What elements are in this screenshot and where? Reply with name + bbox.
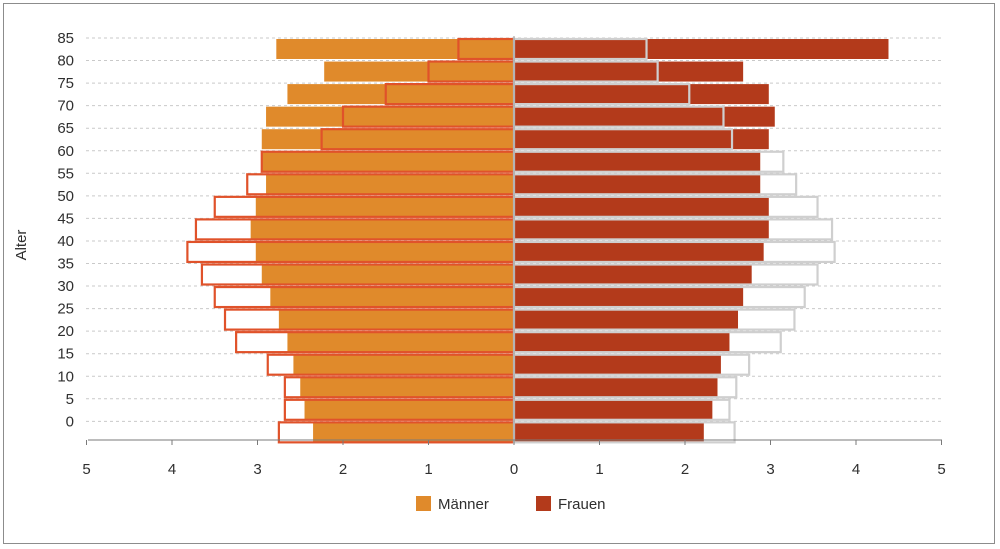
bar-maenner — [255, 241, 515, 262]
bar-maenner — [278, 309, 514, 330]
y-tick-label: 20 — [57, 323, 74, 340]
x-tick-label: 5 — [82, 461, 90, 478]
bar-frauen — [514, 264, 752, 285]
bar-frauen — [514, 196, 769, 217]
bar-maenner — [304, 399, 514, 420]
bar-frauen — [514, 174, 761, 195]
bar-frauen — [514, 287, 744, 308]
bar-frauen — [514, 39, 889, 59]
y-tick-label: 10 — [57, 368, 74, 385]
x-tick-label: 4 — [852, 461, 860, 478]
bar-frauen — [514, 354, 721, 375]
bar-frauen — [514, 61, 744, 82]
bar-maenner — [261, 151, 514, 172]
y-tick-label: 40 — [57, 233, 74, 250]
bar-frauen — [514, 422, 704, 443]
bar-frauen — [514, 377, 718, 398]
bar-frauen — [514, 84, 769, 105]
x-tick-label: 1 — [595, 461, 603, 478]
legend-label: Männer — [438, 496, 489, 513]
y-tick-label: 75 — [57, 75, 74, 92]
y-tick-label: 80 — [57, 53, 74, 70]
bars — [250, 39, 889, 443]
y-tick-label: 45 — [57, 210, 74, 227]
x-tick-label: 3 — [766, 461, 774, 478]
bar-maenner — [266, 106, 514, 127]
y-tick-label: 30 — [57, 278, 74, 295]
y-tick-label: 60 — [57, 143, 74, 160]
legend-swatch — [416, 496, 431, 511]
bar-maenner — [255, 196, 515, 217]
x-tick-label: 3 — [253, 461, 261, 478]
bar-frauen — [514, 219, 769, 240]
axes: 8580757065605550454035302520151050Alter5… — [13, 30, 946, 478]
x-tick-label: 0 — [510, 461, 518, 478]
y-tick-label: 55 — [57, 165, 74, 182]
y-tick-label: 50 — [57, 188, 74, 205]
bar-maenner — [261, 129, 514, 150]
bar-maenner — [287, 332, 514, 353]
bar-maenner — [266, 174, 514, 195]
bar-maenner — [313, 422, 514, 443]
y-tick-label: 70 — [57, 98, 74, 115]
x-tick-label: 4 — [168, 461, 176, 478]
y-tick-label: 5 — [66, 391, 74, 408]
y-axis-title: Alter — [13, 230, 30, 261]
bar-frauen — [514, 399, 713, 420]
x-tick-label: 2 — [681, 461, 689, 478]
x-tick-label: 1 — [424, 461, 432, 478]
bar-maenner — [250, 219, 514, 240]
bar-frauen — [514, 106, 775, 127]
bar-maenner — [276, 39, 514, 59]
bar-maenner — [293, 354, 514, 375]
bar-maenner — [300, 377, 514, 398]
bar-maenner — [287, 84, 514, 105]
bar-maenner — [261, 264, 514, 285]
bar-frauen — [514, 332, 730, 353]
bar-frauen — [514, 129, 769, 150]
y-tick-label: 25 — [57, 301, 74, 318]
x-tick-label: 5 — [937, 461, 945, 478]
y-tick-label: 15 — [57, 346, 74, 363]
bar-frauen — [514, 241, 764, 262]
y-tick-label: 65 — [57, 120, 74, 137]
bar-maenner — [270, 287, 514, 308]
legend-label: Frauen — [558, 496, 606, 513]
legend-swatch — [536, 496, 551, 511]
y-tick-label: 85 — [57, 30, 74, 47]
legend: Männer Frauen — [416, 496, 606, 513]
bar-frauen — [514, 151, 761, 172]
x-tick-label: 2 — [339, 461, 347, 478]
y-tick-label: 35 — [57, 256, 74, 273]
bar-maenner — [324, 61, 514, 82]
bar-frauen — [514, 309, 739, 330]
y-tick-label: 0 — [66, 413, 74, 430]
